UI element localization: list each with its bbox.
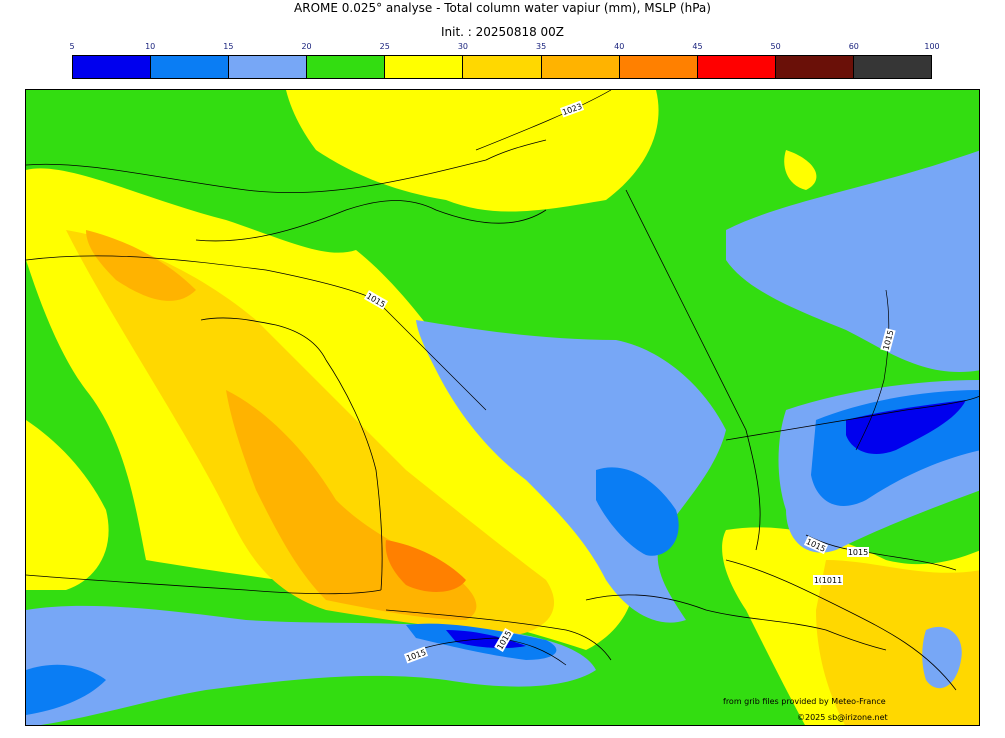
field-deepblue-alps [846, 400, 966, 455]
field-blue-northeast [726, 150, 979, 372]
coast-italy [725, 559, 957, 691]
colorbar-tick-label: 15 [223, 42, 234, 51]
colorbar [72, 55, 932, 79]
water-vapour-fields [26, 90, 979, 725]
coast-med [585, 594, 887, 651]
border-alps [725, 395, 979, 441]
coast-biscay [325, 359, 383, 591]
weather-map: 102310151015101510151015101510151011 [25, 89, 980, 726]
colorbar-segment [73, 56, 152, 78]
border-east [625, 189, 761, 551]
chart-title: AROME 0.025° analyse - Total column wate… [294, 1, 711, 15]
colorbar-tick-label: 35 [535, 42, 547, 51]
colorbar-tick-label: 5 [69, 42, 75, 51]
border-pyrenees [385, 609, 612, 661]
field-midblue-west [26, 664, 106, 715]
map-graphic: 102310151015101510151015101510151011 [26, 90, 979, 725]
colorbar-tick-label: 10 [145, 42, 156, 51]
colorbar-tick-label: 30 [457, 42, 468, 51]
isobar-lines [26, 90, 957, 666]
field-corsica [922, 626, 962, 689]
field-yellow-east [784, 150, 817, 190]
init-time: Init. : 20250818 00Z [440, 25, 565, 39]
colorbar-segment [853, 56, 932, 78]
isobar-label: 1015 [847, 547, 869, 557]
colorbar-segment [229, 56, 308, 78]
colorbar-tick-label: 45 [692, 42, 703, 51]
colorbar-segment [151, 56, 230, 78]
isobar-1015-east [855, 289, 890, 451]
colorbar-segment [541, 56, 620, 78]
isobar-1015-pyr [405, 637, 567, 666]
isobar-1015-west [26, 255, 487, 411]
coast-spain-north [26, 574, 382, 595]
colorbar-tick-label: 20 [301, 42, 312, 51]
colorbar-segment [775, 56, 854, 78]
colorbar-tick-label: 100 [924, 42, 940, 51]
field-yellow-atlantic [26, 420, 109, 590]
isobar-1023 [475, 90, 612, 151]
colorbar-segment [697, 56, 776, 78]
copyright-credit: ©2025 sb@irizone.net [797, 713, 888, 722]
isobar-labels: 102310151015101510151015101510151011 [363, 100, 896, 664]
coast-uk-south [26, 139, 547, 194]
colorbar-tick-label: 50 [770, 42, 781, 51]
colorbar-tick-label: 25 [379, 42, 390, 51]
coast-channel [195, 200, 547, 242]
data-source-credit: from grib files provided by Meteo-France [723, 697, 886, 706]
colorbar-tick-label: 60 [848, 42, 859, 51]
colorbar-segment [619, 56, 698, 78]
colorbar-tick-label: 40 [614, 42, 625, 51]
field-yellow-north [286, 90, 659, 212]
field-darkorange [385, 540, 466, 592]
isobar-label-text: 1015 [848, 548, 868, 557]
colorbar-segment [463, 56, 542, 78]
colorbar-segment [385, 56, 464, 78]
field-gold-southwest [66, 230, 555, 635]
field-midblue-rhone [596, 467, 679, 556]
coastlines [26, 139, 979, 691]
field-orange-biscay [86, 230, 196, 301]
isobar-label-text: 1011 [822, 576, 842, 585]
coast-brittany [200, 317, 327, 361]
colorbar-segment [307, 56, 386, 78]
isobar-label: 1011 [821, 575, 843, 585]
